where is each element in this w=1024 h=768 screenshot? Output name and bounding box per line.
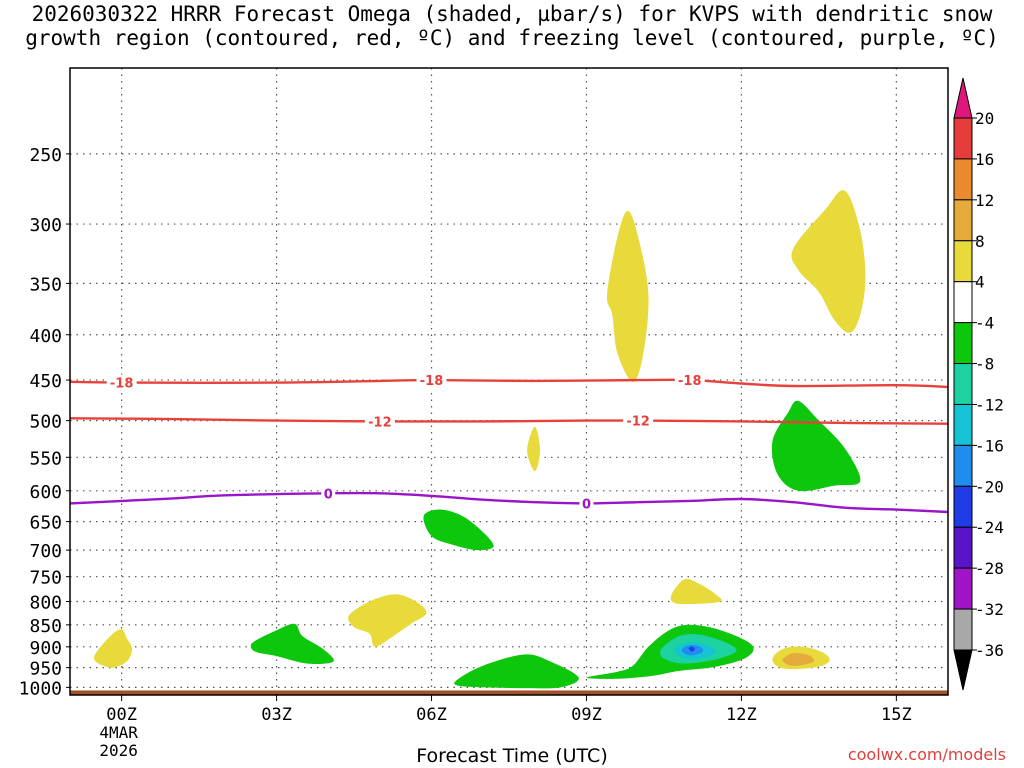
contour-label--18: -18 [420,374,444,389]
contour-label-bg [106,374,137,391]
y-tick-label-350: 350 [29,274,62,295]
colorbar-label: -12 [975,395,1004,414]
omega-pos-b [348,594,427,647]
colorbar-bin--24--20 [953,485,973,528]
colorbar-bin--36--32 [953,608,973,651]
colorbar-label: -8 [975,355,994,374]
contour-line-0 [69,491,949,514]
contour-label-bg [416,372,447,389]
y-tick-label-1000: 1000 [19,678,62,699]
contour-label-0: 0 [582,497,591,512]
x-tick-label-03Z: 03Z [261,705,292,725]
ground-layer [70,690,948,695]
y-tick-label-900: 900 [29,638,62,659]
colorbar-bin--8--4 [953,322,973,365]
y-tick-label-700: 700 [29,541,62,562]
omega-neg-c [454,654,579,689]
contour-label--18: -18 [678,374,702,389]
contour-label-bg [364,413,395,430]
colorbar-bin-16-20 [953,117,973,160]
omega-pos-e [670,578,722,605]
y-tick-label-750: 750 [29,568,62,589]
colorbar-bin--12--8 [953,363,973,405]
chart-title-line2: growth region (contoured, red, ºC) and f… [25,26,999,50]
omega-neg-d5 [688,646,695,652]
colorbar-bin--20--16 [953,444,973,487]
omega-neg-b [423,509,494,551]
colorbar-label: 12 [975,191,994,210]
x-tick-sublabel: 2026 [99,741,138,760]
colorbar-label: -16 [975,436,1004,455]
y-tick-label-550: 550 [29,448,62,469]
colorbar-label: -32 [975,600,1004,619]
omega-pos-f [791,190,866,333]
omega-neg-a [250,623,334,664]
contour-label-0: 0 [324,487,333,502]
contour-label-bg [579,495,594,512]
contour-line--18 [69,378,949,389]
colorbar-label: -4 [975,314,994,333]
colorbar: 20 16 12 8 4 -4 -8 -12 -16 -20 -24 -28 -32 -36 [953,77,1004,691]
colorbar-bin-12-16 [953,158,973,201]
colorbar-top-arrow [953,77,973,119]
colorbar-bin--16--12 [953,403,973,446]
contour-line--12 [69,417,949,425]
omega-pos-a [93,629,132,668]
y-tick-label-250: 250 [29,145,62,166]
colorbar-bin--28--24 [953,526,973,569]
y-tick-label-500: 500 [29,412,62,433]
colorbar-label: 20 [975,109,994,128]
contour-label--12: -12 [626,415,650,430]
credit-text: coolwx.com/models [847,745,1006,764]
y-tick-label-800: 800 [29,593,62,614]
y-tick-label-600: 600 [29,482,62,503]
ground-surface [70,690,948,695]
y-tick-label-850: 850 [29,616,62,637]
y-tick-label-650: 650 [29,513,62,534]
y-tick-label-950: 950 [29,659,62,680]
omega-pos-d [527,426,540,472]
colorbar-label: -28 [975,559,1004,578]
colorbar-label: 8 [975,232,985,251]
colorbar-label: 4 [975,273,985,292]
contour-line-layer: -18 -18 -18 -12 -12 0 0 [69,372,949,514]
x-tick-sublabel: 4MAR [99,723,138,742]
contour-label--18: -18 [110,377,134,392]
colorbar-bin--4-4 [953,281,973,324]
y-tick-label-400: 400 [29,326,62,347]
plot-frame [69,67,949,696]
omega-pos-g-core [782,653,815,666]
colorbar-label: -36 [975,641,1004,660]
colorbar-label: -24 [975,518,1004,537]
colorbar-bin-8-12 [953,199,973,242]
omega-pos-c [607,211,649,382]
y-tick-label-300: 300 [29,215,62,236]
x-tick-label-12Z: 12Z [726,705,757,725]
colorbar-bin--32--28 [953,567,973,610]
chart-title-line1: 2026030322 HRRR Forecast Omega (shaded, … [31,2,993,26]
contour-label-bg [321,485,336,502]
x-tick-label-00Z: 00Z [106,705,137,725]
colorbar-bottom-arrow [953,649,973,691]
contour-label-bg [623,412,654,429]
x-tick-label-15Z: 15Z [881,705,912,725]
x-tick-label-06Z: 06Z [416,705,447,725]
colorbar-label: 16 [975,150,994,169]
colorbar-bin-4-8 [953,240,973,283]
contour-label--12: -12 [368,415,392,430]
contour-label-bg [674,372,705,389]
x-axis-label: Forecast Time (UTC) [416,745,608,767]
y-axis: 2503003504004505005506006507007508008509… [19,145,70,699]
omega-fill-layer [93,190,866,689]
y-tick-label-450: 450 [29,371,62,392]
colorbar-label: -20 [975,477,1004,496]
x-tick-label-09Z: 09Z [571,705,602,725]
omega-neg-e [771,400,861,492]
